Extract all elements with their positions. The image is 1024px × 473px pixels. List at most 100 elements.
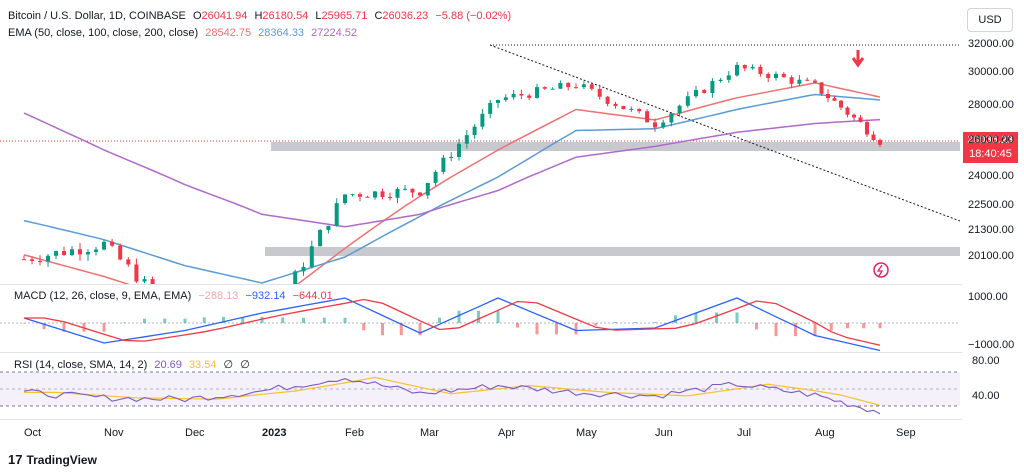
- macd-line-value: −932.14: [245, 290, 286, 302]
- macd-histogram-bar: [735, 312, 739, 323]
- candle-body: [496, 99, 500, 103]
- candle-body: [805, 79, 810, 81]
- candle-body: [334, 203, 339, 226]
- candle-body: [589, 84, 594, 89]
- candle-body: [574, 87, 578, 89]
- candle-body: [605, 96, 610, 104]
- macd-histogram-bar: [122, 322, 126, 323]
- macd-label: MACD (12, 26, close, 9, EMA, EMA): [14, 290, 192, 302]
- price-tick-label: 26000.00: [968, 134, 1014, 146]
- candle-body: [268, 320, 272, 340]
- rsi-line: [23, 378, 881, 415]
- candle-body: [629, 108, 634, 110]
- rsi-extra-2: ∅: [240, 359, 250, 371]
- candle-body: [70, 249, 74, 256]
- tradingview-brand[interactable]: 17 TradingView: [8, 452, 97, 467]
- candle-body: [126, 259, 131, 265]
- candle-body: [871, 134, 876, 141]
- price-tick-label: 32000.00: [968, 38, 1014, 50]
- macd-histogram-bar: [829, 323, 833, 331]
- macd-histogram-bar: [594, 323, 598, 326]
- candle-body: [237, 326, 241, 336]
- pane-divider-rsi[interactable]: [0, 352, 962, 353]
- time-tick-label: Mar: [420, 427, 439, 439]
- candle-body: [418, 192, 422, 196]
- candle-body: [839, 100, 843, 108]
- candle-body: [878, 140, 882, 145]
- time-tick-label: Nov: [104, 427, 124, 439]
- low-value: 25965.71: [321, 10, 368, 22]
- last-price: 26036.23: [967, 134, 1014, 146]
- candle-body: [694, 90, 698, 97]
- candle-body: [358, 194, 362, 197]
- candle-body: [457, 143, 461, 157]
- price-tick-label: 30000.00: [968, 66, 1014, 78]
- candle-body: [86, 251, 90, 255]
- macd-histogram-bar: [555, 323, 558, 335]
- candle-body: [380, 191, 385, 198]
- macd-histogram-bar: [535, 323, 539, 335]
- candle-body: [735, 64, 739, 76]
- rsi-label: RSI (14, close, SMA, 14, 2): [14, 359, 148, 371]
- candle-body: [183, 317, 187, 318]
- macd-histogram-bar: [143, 318, 146, 323]
- macd-histogram-bar: [774, 323, 778, 337]
- macd-histogram-bar: [163, 318, 167, 323]
- candle-body: [535, 87, 539, 98]
- candle-body: [519, 93, 524, 96]
- candle-body: [613, 103, 618, 106]
- macd-histogram-bar: [438, 317, 441, 323]
- candle-body: [858, 117, 863, 123]
- open-value: 26041.94: [201, 10, 248, 22]
- rsi-legend[interactable]: RSI (14, close, SMA, 14, 2) 20.69 33.54 …: [14, 358, 254, 371]
- candle-body: [865, 122, 869, 135]
- candle-body: [433, 171, 438, 183]
- ema-legend[interactable]: EMA (50, close, 100, close, 200, close) …: [8, 27, 361, 39]
- candle-body: [726, 75, 731, 80]
- macd-histogram-bar: [614, 322, 617, 323]
- candle-body: [677, 105, 682, 114]
- currency-button[interactable]: USD: [967, 8, 1013, 32]
- macd-histogram-bar: [813, 323, 817, 337]
- ema-label: EMA (50, close, 100, close, 200, close): [8, 27, 199, 39]
- candle-body: [550, 88, 555, 90]
- macd-histogram-bar: [846, 323, 849, 329]
- candle-body: [781, 73, 786, 78]
- candle-body: [365, 196, 370, 198]
- candle-body: [472, 126, 477, 136]
- macd-histogram-bar: [755, 323, 758, 330]
- candle-body: [293, 271, 298, 284]
- candle-body: [309, 246, 314, 267]
- candle-body: [758, 66, 763, 74]
- macd-legend[interactable]: MACD (12, 26, close, 9, EMA, EMA) −288.1…: [14, 290, 337, 302]
- close-label: C: [374, 10, 383, 22]
- ema100-line: [23, 93, 881, 284]
- pane-divider-macd[interactable]: [0, 284, 962, 285]
- price-tick-label: 22500.00: [968, 199, 1014, 211]
- candle-body: [718, 79, 723, 82]
- price-tick-label: 21300.00: [968, 224, 1014, 236]
- macd-histogram-bar: [322, 317, 326, 323]
- macd-histogram-bar: [674, 315, 677, 323]
- candle-body: [621, 105, 626, 110]
- macd-histogram-bar: [715, 312, 718, 323]
- candle-body: [38, 260, 42, 262]
- rsi-tick-label: 80.00: [972, 355, 1000, 367]
- macd-histogram-bar: [22, 323, 26, 324]
- candle-body: [710, 81, 715, 93]
- candle-body: [661, 122, 666, 128]
- close-value: 26036.23: [382, 10, 429, 22]
- pane-divider-time[interactable]: [0, 419, 962, 420]
- candle-body: [326, 225, 331, 230]
- macd-histogram-bar: [574, 323, 578, 335]
- candle-body: [449, 156, 454, 158]
- brand-label: TradingView: [26, 453, 97, 467]
- ema50-line: [23, 82, 881, 284]
- time-tick-label: Dec: [185, 427, 205, 439]
- candle-body: [46, 255, 50, 262]
- macd-histogram-bar: [516, 323, 519, 328]
- candle-body: [206, 327, 210, 331]
- candle-body: [318, 229, 323, 247]
- trend-line: [489, 44, 961, 222]
